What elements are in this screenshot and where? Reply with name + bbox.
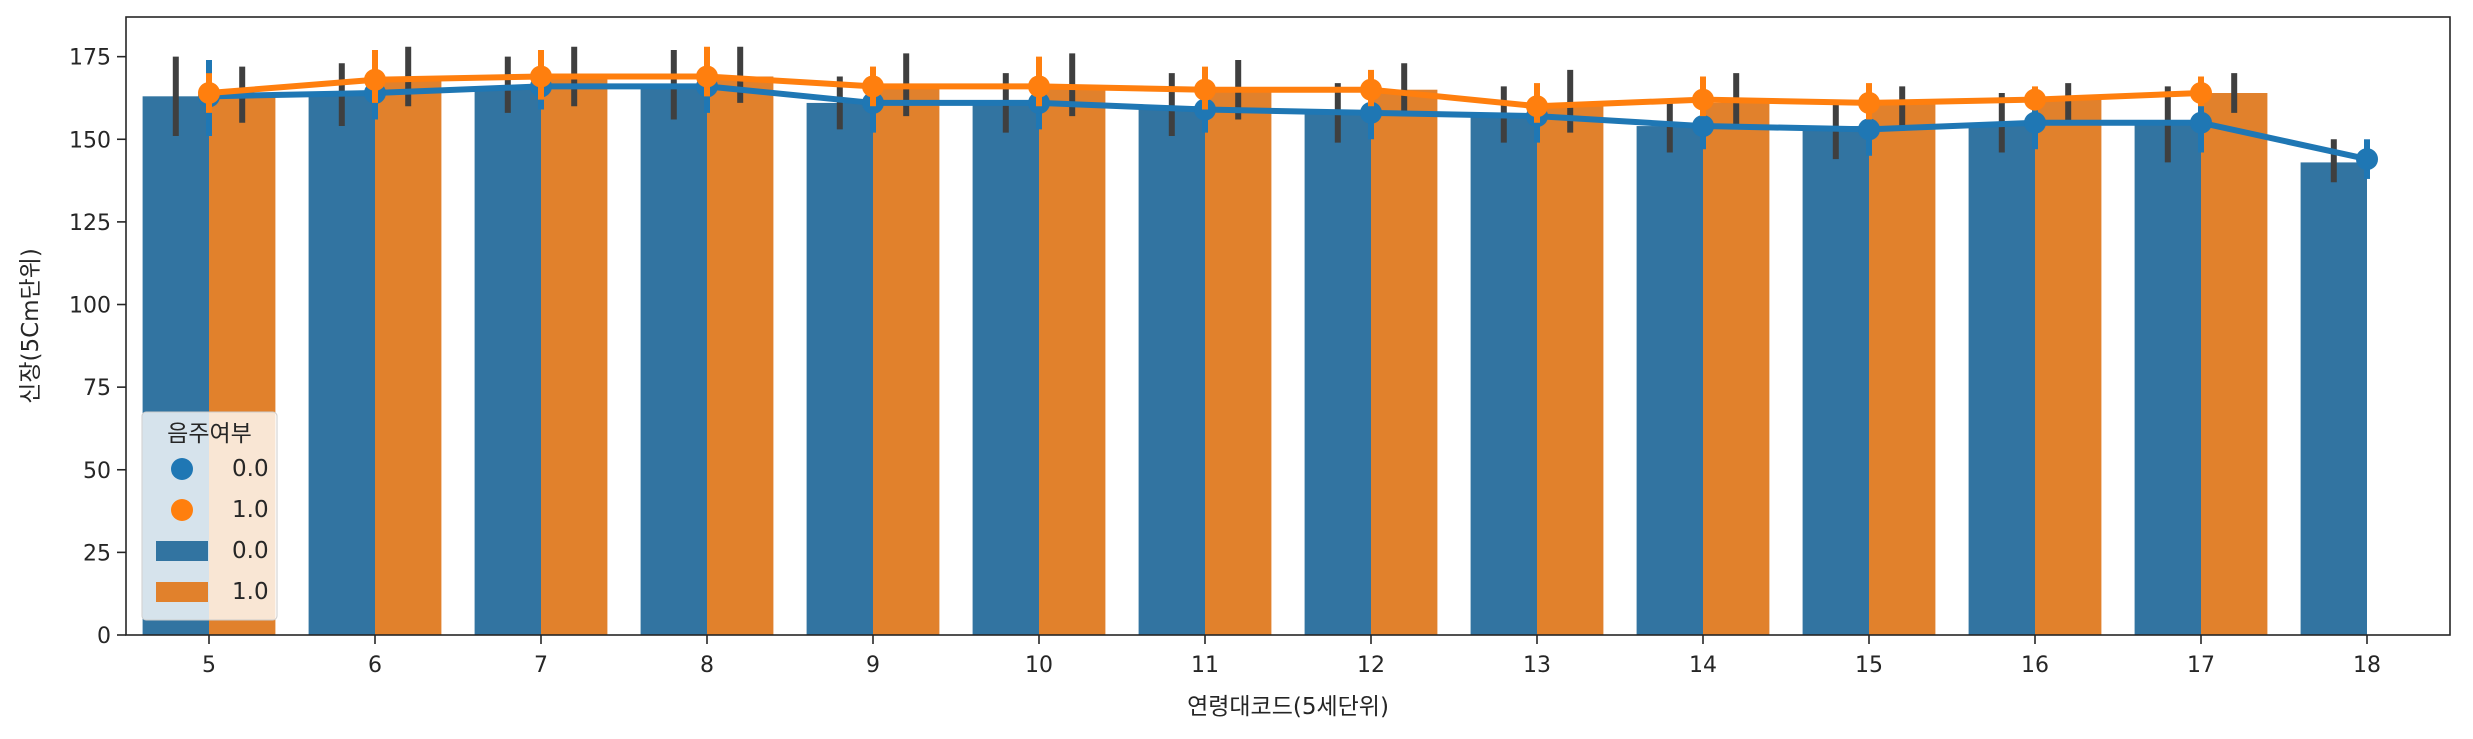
point-1-7 [530,65,552,88]
bar-0-11 [1138,106,1205,635]
bar-1-12 [1371,89,1438,636]
bar-1-8 [707,76,774,635]
bar-1-11 [1205,89,1272,636]
point-0-18 [2356,148,2378,171]
legend-label-bar-1.0: 1.0 [232,579,269,605]
y-tick-label-75: 75 [83,376,111,401]
point-1-13 [1526,95,1548,118]
y-tick-label-125: 125 [69,211,111,236]
x-tick-label-11: 11 [1191,653,1219,678]
point-1-15 [1858,91,1880,114]
bar-1-13 [1537,106,1604,635]
point-1-11 [1194,78,1216,101]
x-axis: 5 6 7 8 9 10 11 12 13 14 15 16 17 18 [202,635,2381,678]
x-tick-label-13: 13 [1523,653,1551,678]
y-tick-label-25: 25 [83,541,111,566]
x-tick-label-5: 5 [202,653,216,678]
bar-0-7 [474,86,541,636]
bar-0-16 [1968,122,2035,635]
x-tick-label-15: 15 [1855,653,1883,678]
bar-0-18 [2300,162,2367,636]
point-1-5 [198,82,220,105]
point-1-10 [1028,75,1050,98]
point-line-0 [208,83,2368,163]
x-tick-label-12: 12 [1357,653,1385,678]
x-tick-label-6: 6 [368,653,382,678]
x-tick-label-8: 8 [700,653,714,678]
legend-label-bar-0.0: 0.0 [232,538,269,564]
bar-0-12 [1304,112,1371,635]
point-0-16 [2024,111,2046,134]
bar-0-10 [972,102,1039,636]
point-1-8 [696,65,718,88]
bar-0-17 [2134,122,2201,635]
bar-1-9 [873,86,940,636]
x-axis-label: 연령대코드(5세단위) [1187,694,1389,720]
bar-1-15 [1869,102,1936,636]
point-0-12 [1360,101,1382,124]
y-tick-label-175: 175 [69,46,111,71]
bar-0-8 [640,86,707,636]
y-axis-label: 신장(5Cm단위) [18,248,44,404]
point-1-9 [862,75,884,98]
bar-0-13 [1470,116,1537,635]
y-tick-label-0: 0 [97,624,111,649]
legend-marker-point-1.0 [171,499,193,521]
point-0-14 [1692,115,1714,138]
bars-layer [142,76,2367,636]
x-tick-label-9: 9 [866,653,880,678]
y-tick-label-50: 50 [83,459,111,484]
bar-0-6 [308,93,375,636]
point-0-15 [1858,118,1880,141]
x-tick-label-18: 18 [2353,653,2381,678]
point-1-14 [1692,88,1714,111]
legend-label-point-0.0: 0.0 [232,456,269,482]
legend-marker-bar-0.0 [156,541,208,561]
x-tick-label-14: 14 [1689,653,1717,678]
point-1-12 [1360,78,1382,101]
y-tick-label-100: 100 [69,294,111,319]
bar-1-17 [2201,93,2268,636]
x-tick-label-17: 17 [2187,653,2215,678]
plot-frame [125,16,2451,636]
bar-0-9 [806,102,873,636]
bar-1-16 [2035,99,2102,636]
x-tick-label-16: 16 [2021,653,2049,678]
legend: 음주여부 0.0 1.0 0.0 1.0 [141,411,278,621]
legend-marker-bar-1.0 [156,582,208,602]
point-1-6 [364,68,386,91]
legend-title: 음주여부 [167,421,252,447]
bar-1-6 [375,79,442,635]
point-1-16 [2024,88,2046,111]
legend-label-point-1.0: 1.0 [232,497,269,523]
point-0-17 [2190,111,2212,134]
legend-marker-point-0.0 [171,458,193,480]
y-axis: 0 25 50 75 100 125 150 175 [69,46,126,649]
x-tick-label-10: 10 [1025,653,1053,678]
bar-1-14 [1703,102,1770,636]
y-tick-label-150: 150 [69,128,111,153]
bar-0-14 [1636,126,1703,635]
points-layer [198,46,2378,179]
bar-0-15 [1802,126,1869,635]
point-1-17 [2190,82,2212,105]
bar-1-10 [1039,86,1106,636]
x-tick-label-7: 7 [534,653,548,678]
bar-1-7 [541,76,608,635]
